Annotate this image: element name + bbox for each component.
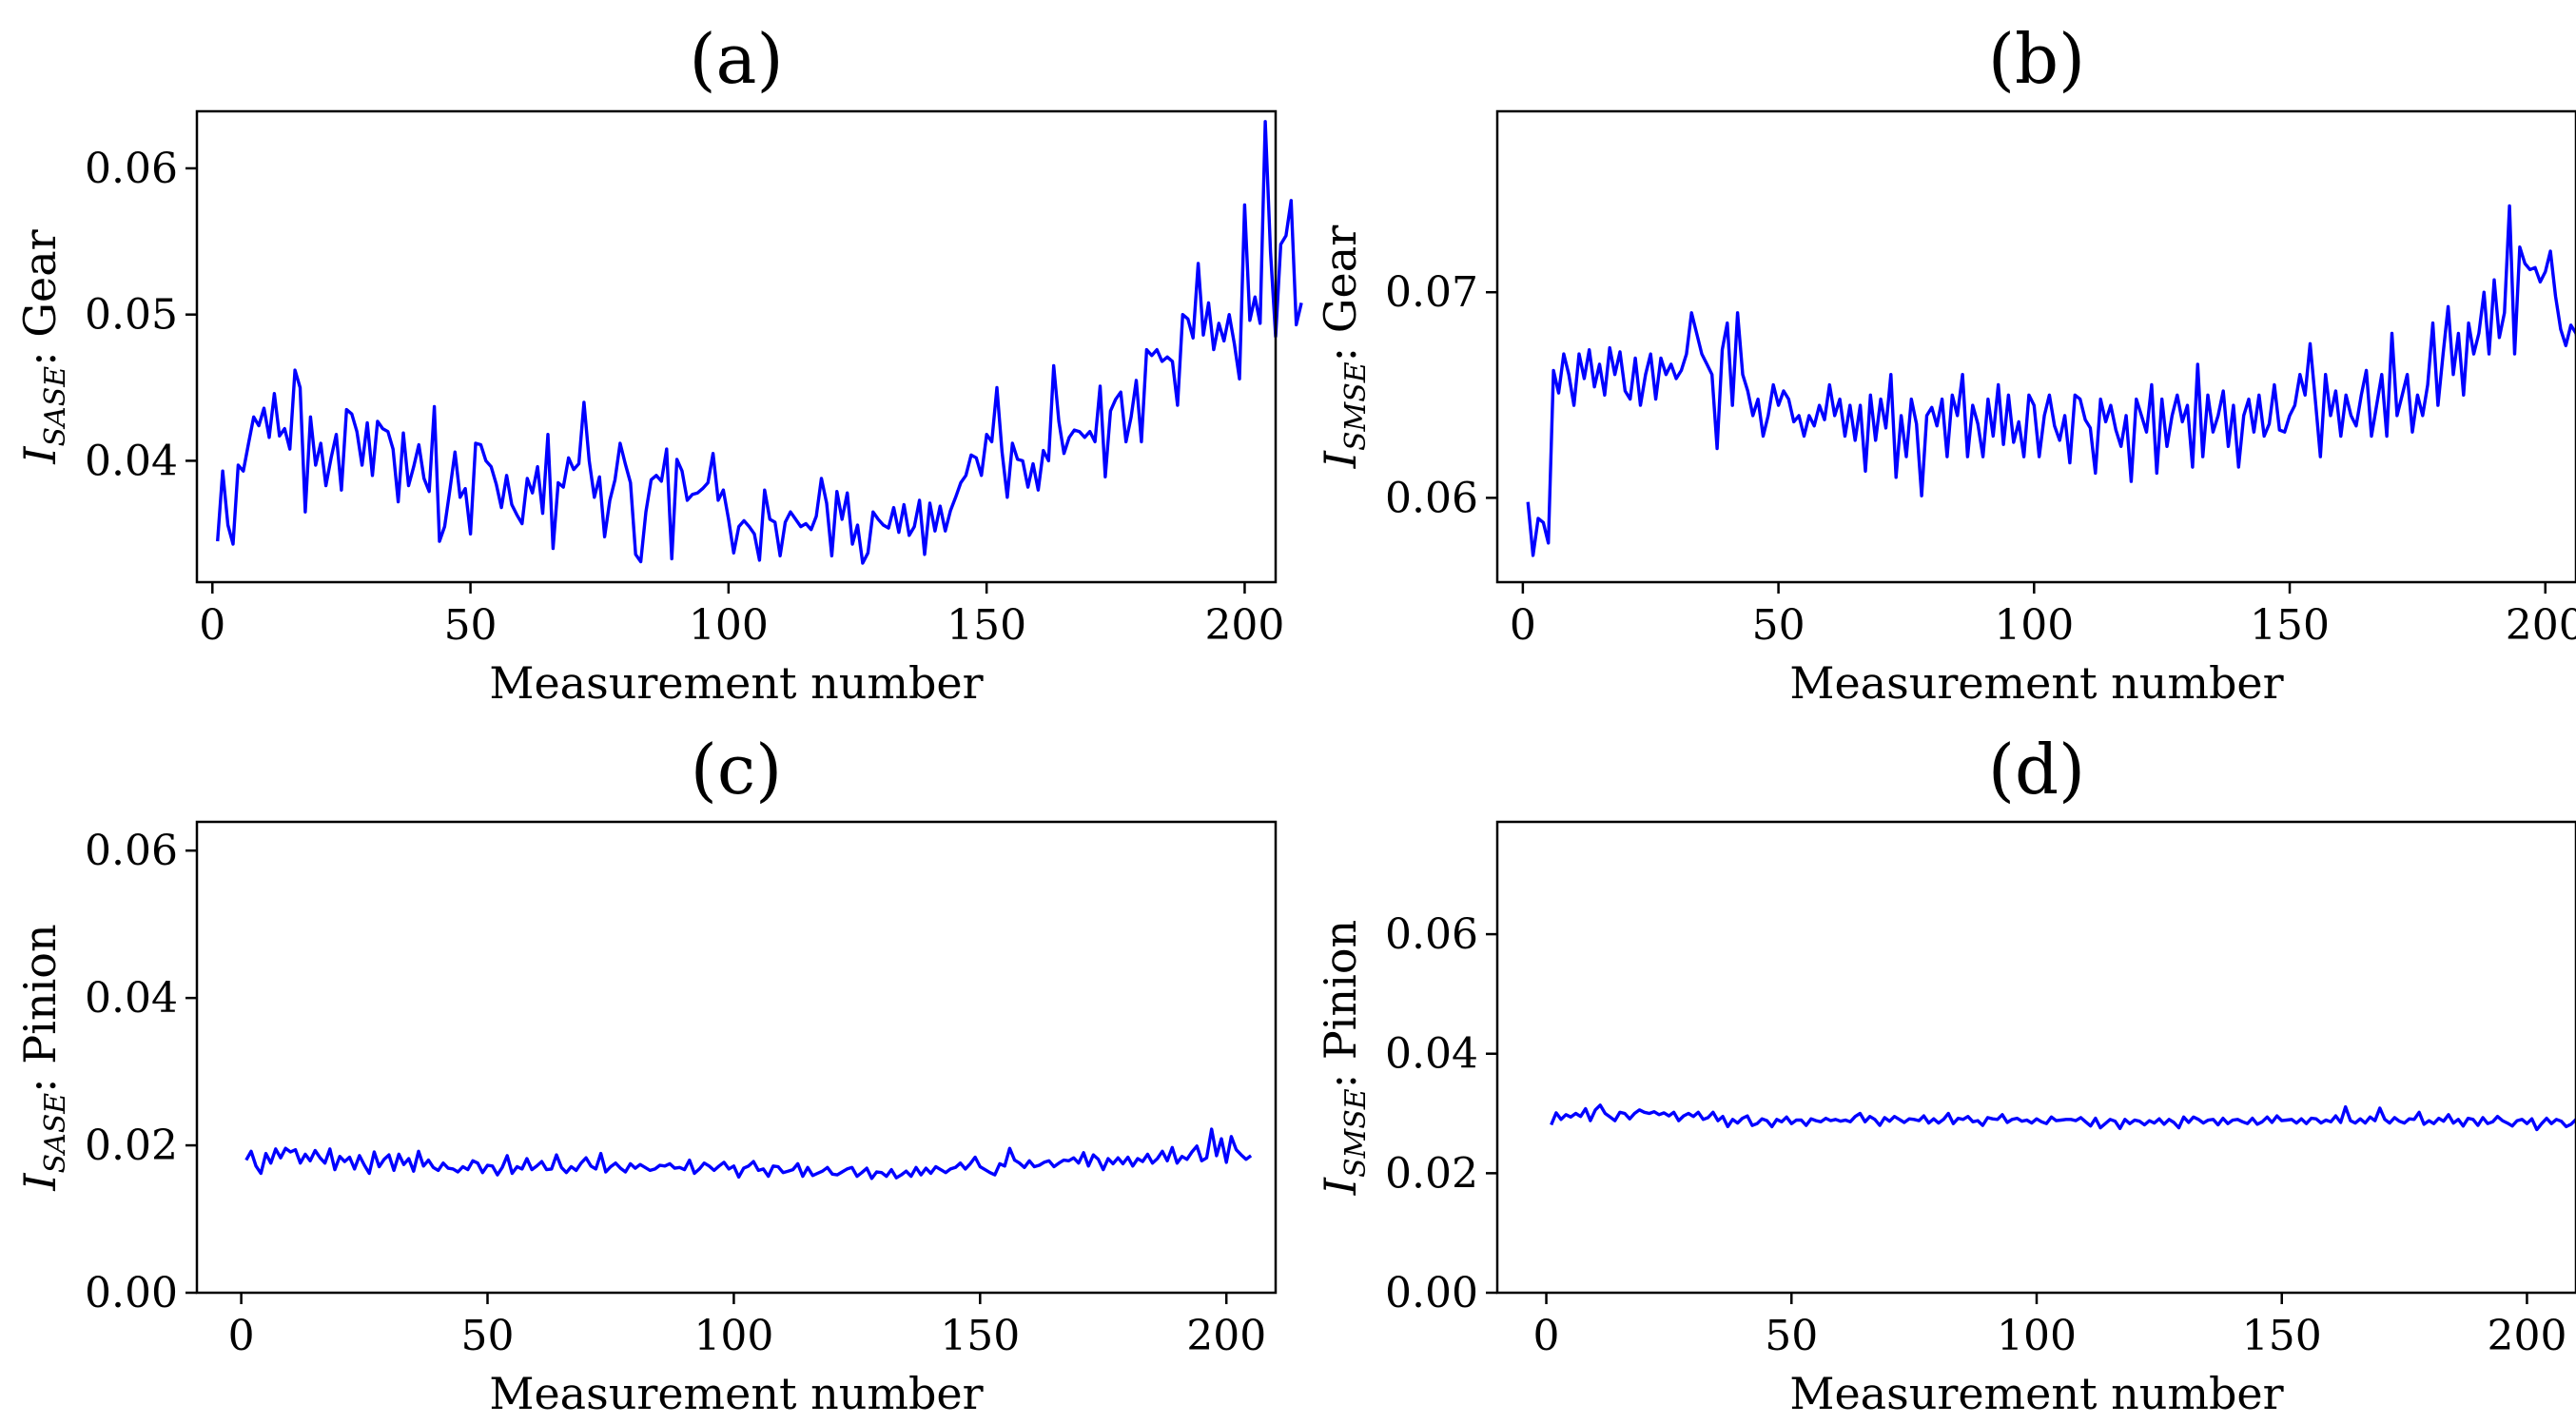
- series-line: [1526, 204, 2576, 557]
- y-tick-label: 0.06: [85, 827, 178, 875]
- y-tick-label: 0.05: [85, 291, 178, 340]
- y-axis-label: ISMSE: Gear: [1315, 225, 1373, 469]
- y-tick-label: 0.06: [85, 145, 178, 193]
- x-tick-label: 100: [1994, 601, 2074, 650]
- x-tick-label: 100: [693, 1312, 773, 1360]
- x-axis-label: Measurement number: [489, 657, 983, 709]
- x-tick-label: 150: [2250, 601, 2330, 650]
- panel-b: (b) 0 50 100 150 200 0.06 0.07 Measurement numbe…: [1315, 19, 2576, 709]
- x-tick-label: 0: [199, 601, 225, 650]
- x-axis-label: Measurement number: [489, 1368, 983, 1419]
- x-tick-label: 150: [946, 601, 1026, 650]
- series-line: [216, 120, 1303, 565]
- x-axis-label: Measurement number: [1789, 1368, 2283, 1419]
- y-tick-label: 0.02: [85, 1122, 178, 1170]
- y-tick-label: 0.04: [85, 437, 178, 485]
- x-tick-label: 50: [444, 601, 498, 650]
- y-label-suffix: : Gear: [1315, 225, 1366, 362]
- x-tick-label: 50: [1765, 1312, 1818, 1360]
- x-tick-label: 200: [2487, 1312, 2566, 1360]
- y-tick-label: 0.02: [1385, 1149, 1478, 1198]
- y-axis-label: ISASE: Gear: [14, 229, 72, 464]
- x-tick-label: 100: [689, 601, 769, 650]
- x-tick-label: 100: [1997, 1312, 2077, 1360]
- y-tick-label: 0.00: [1385, 1269, 1478, 1317]
- panel-title: (d): [1988, 730, 2085, 810]
- plot-frame: [195, 109, 1278, 584]
- panel-c: (c) 0 50 100 150 200 0.00 0.02 0.04 0.06 Measureme…: [14, 730, 1278, 1419]
- y-axis-label: ISMSE: Pinion: [1315, 920, 1373, 1196]
- x-tick-label: 200: [1204, 601, 1284, 650]
- series-line: [244, 1127, 1253, 1180]
- x-tick-label: 0: [228, 1312, 255, 1360]
- y-label-symbol: I: [1315, 1177, 1366, 1196]
- y-tick-label: 0.06: [1385, 474, 1478, 522]
- x-tick-label: 50: [461, 1312, 515, 1360]
- y-label-symbol: I: [14, 446, 66, 465]
- panel-a: (a) 0 50 100 150 200 0.04 0.05 0.06 Measurement n…: [14, 19, 1303, 709]
- x-tick-label: 0: [1533, 1312, 1560, 1360]
- y-tick-label: 0.06: [1385, 910, 1478, 959]
- y-tick-label: 0.04: [85, 974, 178, 1023]
- plot-frame: [195, 820, 1278, 1295]
- x-tick-label: 150: [940, 1312, 1020, 1360]
- panel-title: (c): [691, 730, 783, 810]
- x-tick-label: 200: [1186, 1312, 1266, 1360]
- x-tick-label: 50: [1752, 601, 1805, 650]
- y-label-suffix: : Gear: [14, 229, 66, 366]
- x-tick-label: 150: [2242, 1312, 2322, 1360]
- y-tick-label: 0.04: [1385, 1030, 1478, 1079]
- y-tick-label: 0.00: [85, 1269, 178, 1317]
- y-label-subscript: SMSE: [1339, 1088, 1373, 1178]
- x-tick-label: 200: [2506, 601, 2576, 650]
- x-axis-label: Measurement number: [1789, 657, 2283, 709]
- y-tick-label: 0.07: [1385, 268, 1478, 317]
- y-label-symbol: I: [1315, 450, 1366, 469]
- panel-d: (d) 0 50 100 150 200 0.00 0.02 0.04 0.06 Measureme…: [1315, 730, 2576, 1419]
- plot-frame: [1495, 820, 2576, 1295]
- panel-title: (b): [1988, 19, 2085, 99]
- y-label-suffix: : Pinion: [14, 924, 66, 1092]
- y-label-subscript: SASE: [39, 366, 72, 447]
- y-label-subscript: SASE: [39, 1093, 72, 1174]
- panel-title: (a): [689, 19, 783, 99]
- plot-frame: [1495, 109, 2576, 584]
- series-line: [1550, 1103, 2576, 1132]
- x-tick-label: 0: [1510, 601, 1536, 650]
- y-label-subscript: SMSE: [1339, 361, 1373, 451]
- y-label-symbol: I: [14, 1173, 66, 1192]
- y-label-suffix: : Pinion: [1315, 920, 1366, 1088]
- y-axis-label: ISASE: Pinion: [14, 924, 72, 1191]
